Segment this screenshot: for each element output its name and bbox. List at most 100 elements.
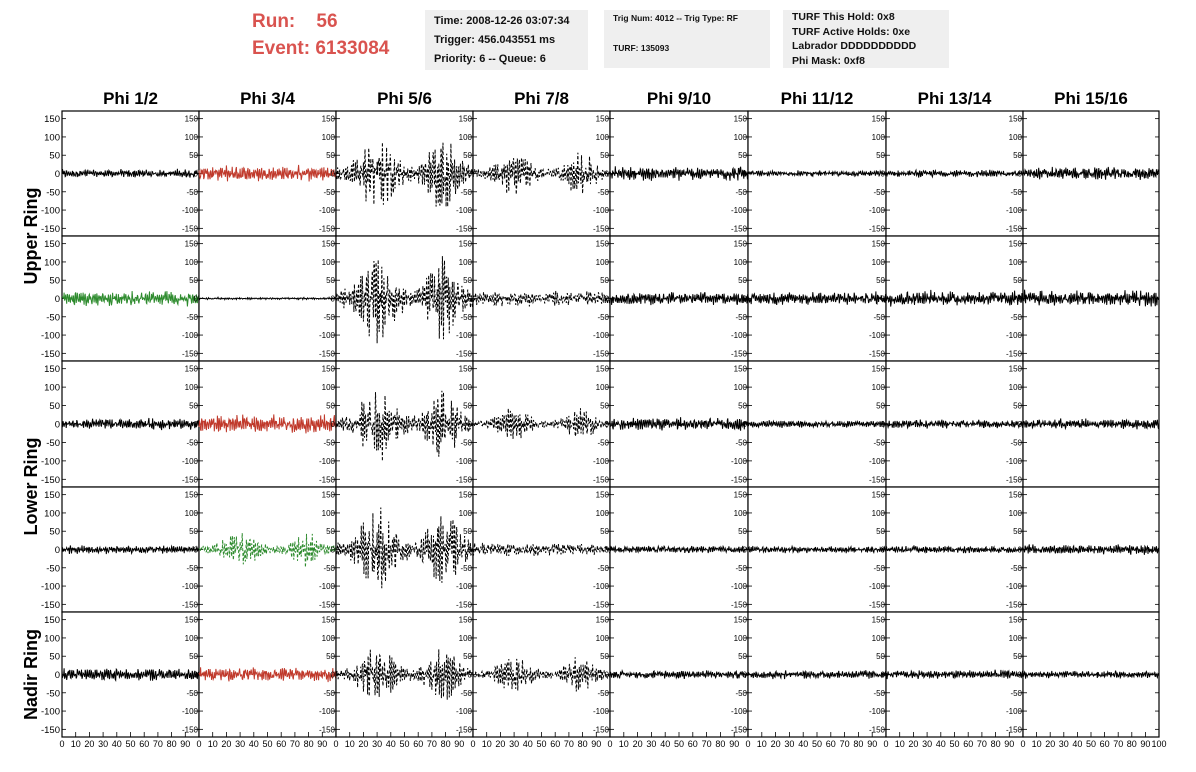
- ytick-label: 0: [468, 420, 473, 429]
- waveform-trace-r3-c5: [609, 417, 749, 431]
- ytick-label: 150: [596, 115, 610, 124]
- event-label: Event:: [252, 38, 311, 59]
- ytick-label: -150: [456, 224, 473, 233]
- xtick-label: 70: [427, 739, 437, 749]
- ytick-label: -100: [319, 206, 336, 215]
- ytick-label: 0: [605, 295, 610, 304]
- xtick-label: 40: [249, 739, 259, 749]
- xtick-label: 90: [867, 739, 877, 749]
- ytick-label: 50: [463, 652, 472, 661]
- labrador-text: Labrador DDDDDDDDDD: [792, 40, 917, 52]
- ytick-label: 150: [185, 491, 199, 500]
- ytick-label: 150: [596, 491, 610, 500]
- ytick-label: 150: [872, 491, 886, 500]
- ring-label-1: Upper Ring: [21, 188, 41, 285]
- xtick-label: 30: [922, 739, 932, 749]
- waveform-trace-r5-c4: [472, 657, 611, 692]
- trigger-text: Trigger: 456.043551 ms: [434, 34, 556, 46]
- xtick-label: 40: [936, 739, 946, 749]
- xtick-label: 10: [1032, 739, 1042, 749]
- ytick-label: 50: [326, 527, 335, 536]
- ytick-label: 0: [55, 545, 60, 556]
- waveform-trace-r2-c7: [885, 289, 1024, 307]
- ytick-label: -50: [1010, 188, 1022, 197]
- ytick-label: -150: [1006, 349, 1023, 358]
- ytick-label: 150: [322, 491, 336, 500]
- ytick-label: 0: [1018, 546, 1023, 555]
- ytick-label: -100: [1006, 707, 1023, 716]
- ytick-label: 0: [55, 294, 60, 305]
- ytick-label: 0: [468, 671, 473, 680]
- xtick-label: 80: [578, 739, 588, 749]
- ytick-label: -150: [869, 725, 886, 734]
- ytick-label: 150: [459, 115, 473, 124]
- xtick-label: 20: [633, 739, 643, 749]
- ytick-label: 100: [596, 509, 610, 518]
- ytick-label: 0: [194, 170, 199, 179]
- column-header-5: Phi 9/10: [647, 89, 711, 108]
- xtick-label: 30: [372, 739, 382, 749]
- ytick-label: 100: [596, 383, 610, 392]
- ytick-label: -50: [873, 564, 885, 573]
- ytick-label: 0: [743, 420, 748, 429]
- xtick-label: 20: [1045, 739, 1055, 749]
- ytick-label: -100: [456, 582, 473, 591]
- ytick-label: -100: [869, 206, 886, 215]
- ytick-label: -150: [593, 725, 610, 734]
- xtick-label: 30: [1059, 739, 1069, 749]
- ytick-label: 50: [600, 527, 609, 536]
- ytick-label: 100: [44, 257, 60, 268]
- waveform-trace-r4-c8: [1022, 544, 1160, 555]
- ytick-label: 0: [1018, 295, 1023, 304]
- ytick-label: -150: [41, 475, 60, 486]
- ytick-label: -100: [731, 331, 748, 340]
- time-info-box: Time: 2008-12-26 03:07:34 Trigger: 456.0…: [425, 10, 588, 70]
- ytick-label: 100: [1009, 258, 1023, 267]
- xtick-label: 60: [1100, 739, 1110, 749]
- ytick-label: 50: [463, 151, 472, 160]
- waveform-trace-r2-c8: [1023, 289, 1160, 307]
- waveform-trace-r5-c6: [747, 669, 887, 680]
- ytick-label: 100: [596, 133, 610, 142]
- ytick-label: 100: [1009, 383, 1023, 392]
- ytick-label: -100: [182, 206, 199, 215]
- xtick-label: 50: [1086, 739, 1096, 749]
- ytick-label: 100: [734, 634, 748, 643]
- ytick-label: -150: [731, 349, 748, 358]
- ytick-label: -100: [593, 457, 610, 466]
- ytick-label: 100: [459, 634, 473, 643]
- ytick-label: 150: [596, 616, 610, 625]
- xtick-label: 90: [454, 739, 464, 749]
- ytick-label: 50: [463, 527, 472, 536]
- xtick-label: 20: [84, 739, 94, 749]
- xtick-label: 30: [509, 739, 519, 749]
- column-header-8: Phi 15/16: [1054, 89, 1128, 108]
- waveform-trace-r4-c2: [198, 533, 337, 568]
- waveform-trace-r4-c4: [472, 542, 611, 557]
- ytick-label: 0: [331, 546, 336, 555]
- xtick-label: 50: [399, 739, 409, 749]
- ytick-label: 0: [194, 546, 199, 555]
- ytick-label: 150: [1009, 115, 1023, 124]
- ytick-label: 50: [326, 402, 335, 411]
- waveform-trace-r3-c8: [1022, 418, 1160, 431]
- ytick-label: 150: [44, 239, 60, 250]
- xtick-label: 60: [276, 739, 286, 749]
- ytick-label: 0: [605, 671, 610, 680]
- ytick-label: 150: [872, 365, 886, 374]
- ytick-label: 50: [1013, 151, 1022, 160]
- ytick-label: 50: [738, 402, 747, 411]
- ytick-label: 100: [459, 258, 473, 267]
- waveform-trace-r1-c2: [198, 164, 337, 182]
- ytick-label: 150: [322, 240, 336, 249]
- ytick-label: 100: [734, 258, 748, 267]
- waveform-trace-r5-c8: [1022, 670, 1160, 680]
- ytick-label: -50: [46, 312, 60, 323]
- ytick-label: -100: [319, 707, 336, 716]
- waveform-trace-r2-c2: [198, 296, 337, 301]
- ytick-label: 0: [605, 420, 610, 429]
- ytick-label: 50: [326, 276, 335, 285]
- xtick-label: 30: [784, 739, 794, 749]
- ytick-label: 50: [326, 151, 335, 160]
- ytick-label: 0: [468, 546, 473, 555]
